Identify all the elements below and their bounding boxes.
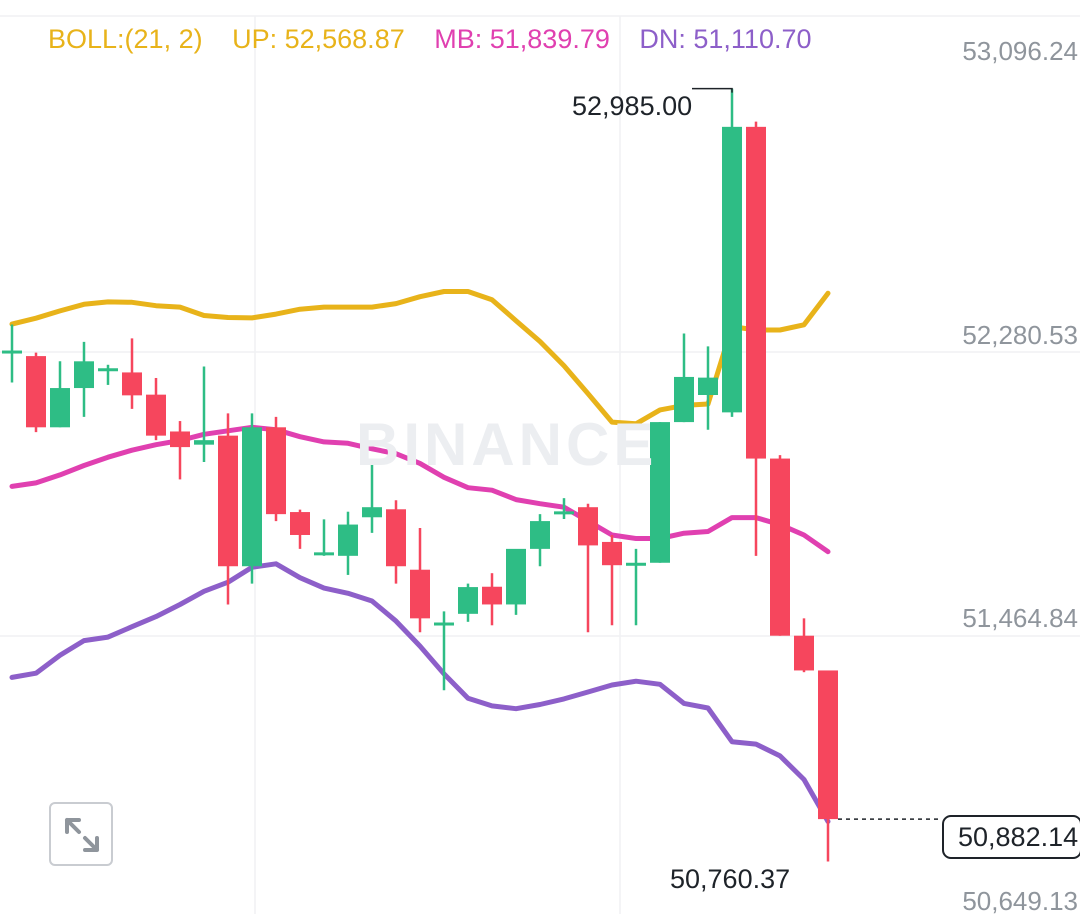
candle-body xyxy=(50,388,70,428)
candle-body xyxy=(314,552,334,556)
candle-body xyxy=(146,394,166,436)
legend-mb: MB: 51,839.79 xyxy=(434,24,610,54)
candles xyxy=(2,88,838,862)
candle-body xyxy=(410,569,430,619)
expand-chart-button[interactable] xyxy=(49,802,113,866)
legend-boll: BOLL:(21, 2) xyxy=(48,24,203,54)
expand-arrows-icon xyxy=(65,818,99,852)
candle-body xyxy=(818,670,838,820)
price-markers xyxy=(692,87,942,820)
candle-body xyxy=(170,431,190,448)
boll-up-line xyxy=(9,289,831,427)
candle-body xyxy=(578,507,598,546)
candle-body xyxy=(674,376,694,423)
candle-body xyxy=(794,635,814,671)
candle-body xyxy=(746,126,766,459)
candle-body xyxy=(290,512,310,535)
candle-body xyxy=(218,435,238,567)
candle-body xyxy=(338,524,358,556)
candle-body xyxy=(722,126,742,413)
candle-body xyxy=(362,507,382,518)
candle-body xyxy=(26,356,46,428)
boll-mb-line xyxy=(9,424,831,555)
high-price-label: 52,985.00 xyxy=(572,91,693,121)
candle-body xyxy=(602,541,622,566)
y-tick-label: 53,096.24 xyxy=(962,36,1078,66)
candle-body xyxy=(266,427,286,515)
candle-body xyxy=(434,622,454,626)
candle-body xyxy=(74,361,94,389)
low-price-label: 50,760.37 xyxy=(670,864,791,894)
watermark-logo: BINANCE xyxy=(356,411,658,478)
candle-body xyxy=(650,422,670,563)
last-price-tag: 50,882.14 xyxy=(942,815,1080,859)
y-tick-label: 52,280.53 xyxy=(962,320,1078,350)
candle-body xyxy=(194,440,214,445)
grid-lines xyxy=(0,15,1080,914)
candle-body xyxy=(2,350,22,354)
candle-body xyxy=(554,511,574,515)
candle-body xyxy=(98,368,118,372)
legend-dn: DN: 51,110.70 xyxy=(639,24,812,54)
candle-body xyxy=(458,587,478,614)
candle-body xyxy=(698,377,718,396)
candle-body xyxy=(770,458,790,636)
high-marker-line xyxy=(692,87,733,93)
candle-body xyxy=(386,509,406,567)
candle-body xyxy=(242,427,262,567)
boll-legend: BOLL:(21, 2) UP: 52,568.87 MB: 51,839.79… xyxy=(48,24,834,55)
legend-up: UP: 52,568.87 xyxy=(232,24,405,54)
candle-body xyxy=(530,521,550,549)
candle-body xyxy=(506,548,526,605)
candle-body xyxy=(122,372,142,396)
y-tick-label: 50,649.13 xyxy=(962,886,1078,916)
y-tick-label: 51,464.84 xyxy=(962,603,1078,633)
boll-dn-line xyxy=(9,561,831,824)
candle-body xyxy=(626,562,646,566)
candle-body xyxy=(482,586,502,605)
